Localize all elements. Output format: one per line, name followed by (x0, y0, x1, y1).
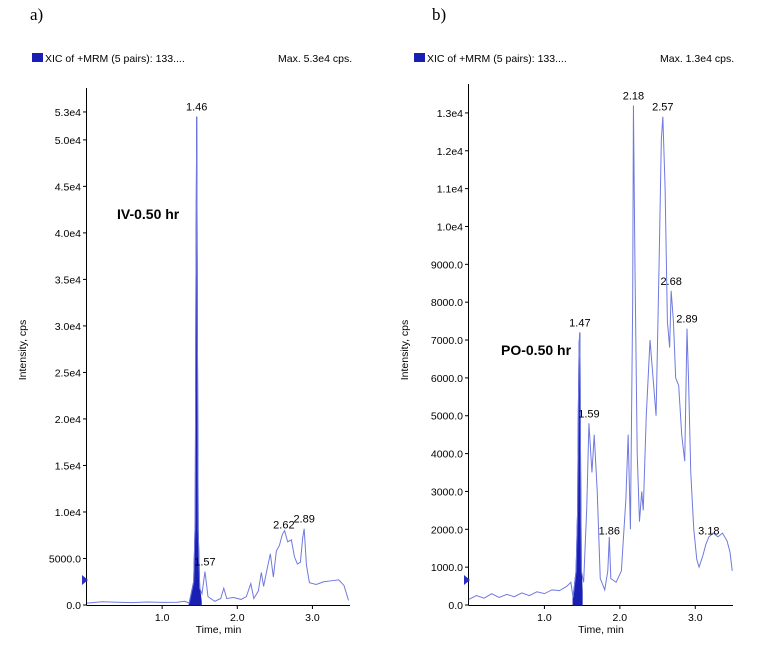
panel-a-annotation: IV-0.50 hr (117, 206, 180, 222)
panel-a-x-tick-label-0: 1.0 (155, 612, 170, 624)
panel-b-x-tick-label-2: 3.0 (688, 612, 703, 624)
panel-a-x-axis-title: Time, min (196, 624, 242, 636)
panel-b-y-tick-label-3: 3000.0 (431, 486, 463, 498)
panel-b-label: b) (432, 5, 446, 24)
panel-b-baseline-marker (464, 575, 470, 585)
panel-b-peak-label-7: 3.18 (698, 526, 719, 538)
panel-b-x-axis-title: Time, min (578, 624, 624, 636)
panel-a-peak-label-2: 2.62 (273, 519, 294, 531)
panel-b-y-tick-label-2: 2000.0 (431, 524, 463, 536)
panel-a-legend-swatch (32, 53, 43, 62)
panel-a-y-tick-label-5: 2.5e4 (55, 367, 81, 379)
panel-a-y-tick-label-3: 1.5e4 (55, 460, 81, 472)
panel-b-peak-label-1: 1.59 (578, 408, 599, 420)
panel-b-peak-label-3: 2.18 (623, 90, 644, 102)
panel-b-peak-label-2: 1.86 (599, 526, 620, 538)
panel-a-max-label: Max. 5.3e4 cps. (278, 53, 352, 65)
panel-a-y-tick-label-1: 5000.0 (49, 553, 81, 565)
panel-b-annotation: PO-0.50 hr (501, 342, 572, 358)
panel-a-legend-label: XIC of +MRM (5 pairs): 133.... (45, 53, 185, 65)
panel-a-y-axis-title: Intensity, cps (17, 320, 29, 381)
panel-b-y-tick-label-9: 9000.0 (431, 259, 463, 271)
panel-a-x-tick-label-1: 2.0 (230, 612, 245, 624)
panel-b-y-axis-title: Intensity, cps (399, 320, 411, 381)
panel-b-peak-label-0: 1.47 (569, 317, 590, 329)
panel-b-legend-label: XIC of +MRM (5 pairs): 133.... (427, 53, 567, 65)
panel-b-peak-label-5: 2.68 (660, 276, 681, 288)
panel-b-x-tick-label-1: 2.0 (613, 612, 628, 624)
panel-b-max-label: Max. 1.3e4 cps. (660, 53, 734, 65)
panel-a-y-tick-label-8: 4.0e4 (55, 228, 81, 240)
panel-b-y-tick-label-7: 7000.0 (431, 335, 463, 347)
panel-a-y-tick-label-4: 2.0e4 (55, 414, 81, 426)
panel-b-trace (468, 105, 733, 600)
panel-b-peak-label-6: 2.89 (676, 314, 697, 326)
panel-b-y-tick-label-6: 6000.0 (431, 373, 463, 385)
panel-b-peak-label-4: 2.57 (652, 102, 673, 114)
panel-a-y-tick-label-6: 3.0e4 (55, 321, 81, 333)
panel-a-y-tick-label-9: 4.5e4 (55, 181, 81, 193)
panel-a-y-tick-label-2: 1.0e4 (55, 507, 81, 519)
panel-a-baseline-marker (82, 575, 88, 585)
panel-a-y-tick-label-10: 5.0e4 (55, 135, 81, 147)
panel-b-legend-swatch (414, 53, 425, 62)
panel-b-y-tick-label-1: 1000.0 (431, 562, 463, 574)
panel-b-y-tick-label-11: 1.1e4 (437, 184, 463, 196)
panel-b-y-tick-label-4: 4000.0 (431, 449, 463, 461)
panel-a-y-tick-label-0: 0.0 (66, 600, 81, 612)
panel-b-y-tick-label-0: 0.0 (448, 600, 463, 612)
panel-b-y-tick-label-13: 1.3e4 (437, 108, 463, 120)
panel-a-y-tick-label-11: 5.3e4 (55, 107, 81, 119)
panel-b-x-tick-label-0: 1.0 (537, 612, 552, 624)
panel-a-peak-label-0: 1.46 (186, 102, 207, 114)
panel-a-y-tick-label-7: 3.5e4 (55, 274, 81, 286)
panel-a-trace (86, 116, 349, 604)
panel-b-y-tick-label-5: 5000.0 (431, 411, 463, 423)
panel-a-peak-label-1: 1.57 (194, 557, 215, 569)
panel-b-y-tick-label-10: 1.0e4 (437, 221, 463, 233)
panel-a-peak-label-3: 2.89 (293, 514, 314, 526)
panel-b-y-tick-label-12: 1.2e4 (437, 146, 463, 158)
panel-b-y-tick-label-8: 8000.0 (431, 297, 463, 309)
panel-a-x-tick-label-2: 3.0 (305, 612, 320, 624)
panel-a-label: a) (30, 5, 43, 24)
